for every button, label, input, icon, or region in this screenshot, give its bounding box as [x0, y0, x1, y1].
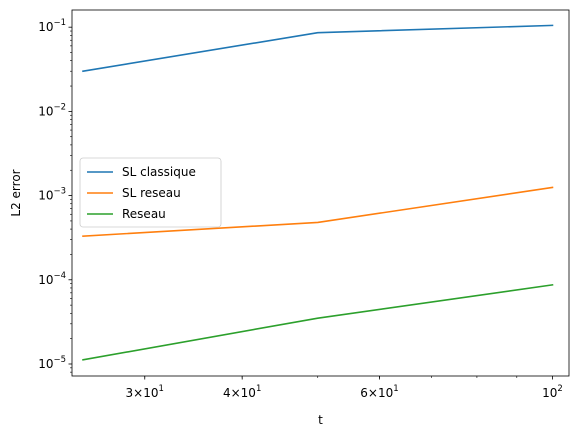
x-tick-label: 4×101 — [223, 384, 261, 400]
x-tick-label: 102 — [542, 384, 563, 400]
y-axis-label: L2 error — [9, 169, 23, 216]
plot-frame — [71, 9, 570, 377]
y-tick-label: 10−5 — [38, 355, 66, 371]
x-tick-label: 6×101 — [360, 384, 398, 400]
y-tick-label: 10−1 — [38, 18, 66, 34]
legend-label-2: Reseau — [122, 207, 166, 221]
legend-label-0: SL classique — [122, 165, 196, 179]
series-layer — [82, 24, 554, 361]
legend-box — [79, 157, 222, 228]
x-axis-label: t — [318, 413, 323, 427]
series-line-0 — [82, 24, 554, 73]
y-tick-label: 10−2 — [38, 102, 66, 118]
y-tick-label: 10−3 — [38, 187, 66, 203]
legend: SL classique SL reseau Reseau — [79, 157, 222, 228]
tick-layer: 3×101 4×101 6×101 102 10−5 10−4 10−3 10−2 10−1 — [38, 18, 563, 400]
y-tick-label: 10−4 — [38, 271, 66, 287]
legend-label-1: SL reseau — [122, 186, 181, 200]
series-line-2 — [82, 283, 554, 361]
x-tick-label: 3×101 — [126, 384, 164, 400]
series-line-1 — [82, 186, 554, 237]
